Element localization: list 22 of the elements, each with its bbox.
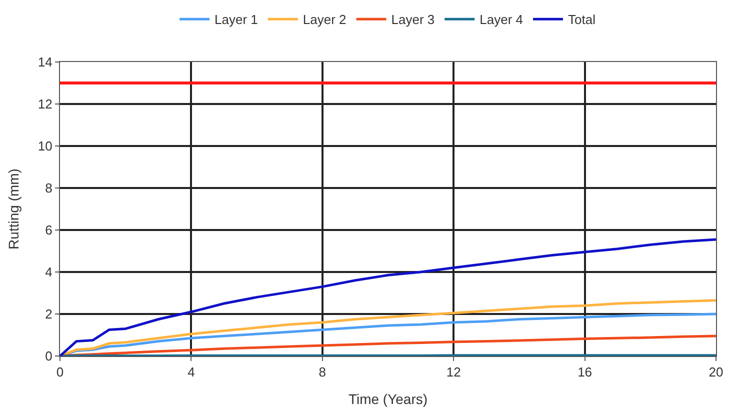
x-tick-label: 4 (188, 364, 195, 380)
legend-label: Total (568, 12, 596, 28)
x-tick-label: 20 (708, 364, 724, 380)
x-axis-title: Time (Years) (348, 390, 428, 407)
y-axis-title: Rutting (mm) (6, 168, 22, 250)
x-tick-label: 12 (446, 364, 461, 380)
legend-label: Layer 1 (214, 12, 258, 28)
y-tick-label: 6 (45, 222, 52, 238)
y-tick-label: 14 (38, 54, 52, 70)
legend-label: Layer 2 (302, 12, 346, 28)
y-tick-label: 2 (45, 306, 52, 322)
legend-label: Layer 4 (480, 12, 523, 28)
y-tick-label: 4 (45, 264, 52, 280)
legend-label: Layer 3 (391, 12, 435, 28)
y-tick-label: 8 (45, 180, 52, 196)
x-tick-label: 8 (318, 364, 326, 380)
line-series (60, 238, 716, 356)
x-tick-label: 16 (578, 364, 592, 380)
x-tick-label: 0 (56, 364, 64, 380)
y-tick-label: 0 (45, 348, 52, 364)
y-tick-label: 10 (38, 138, 52, 154)
y-tick-label: 12 (38, 96, 52, 112)
